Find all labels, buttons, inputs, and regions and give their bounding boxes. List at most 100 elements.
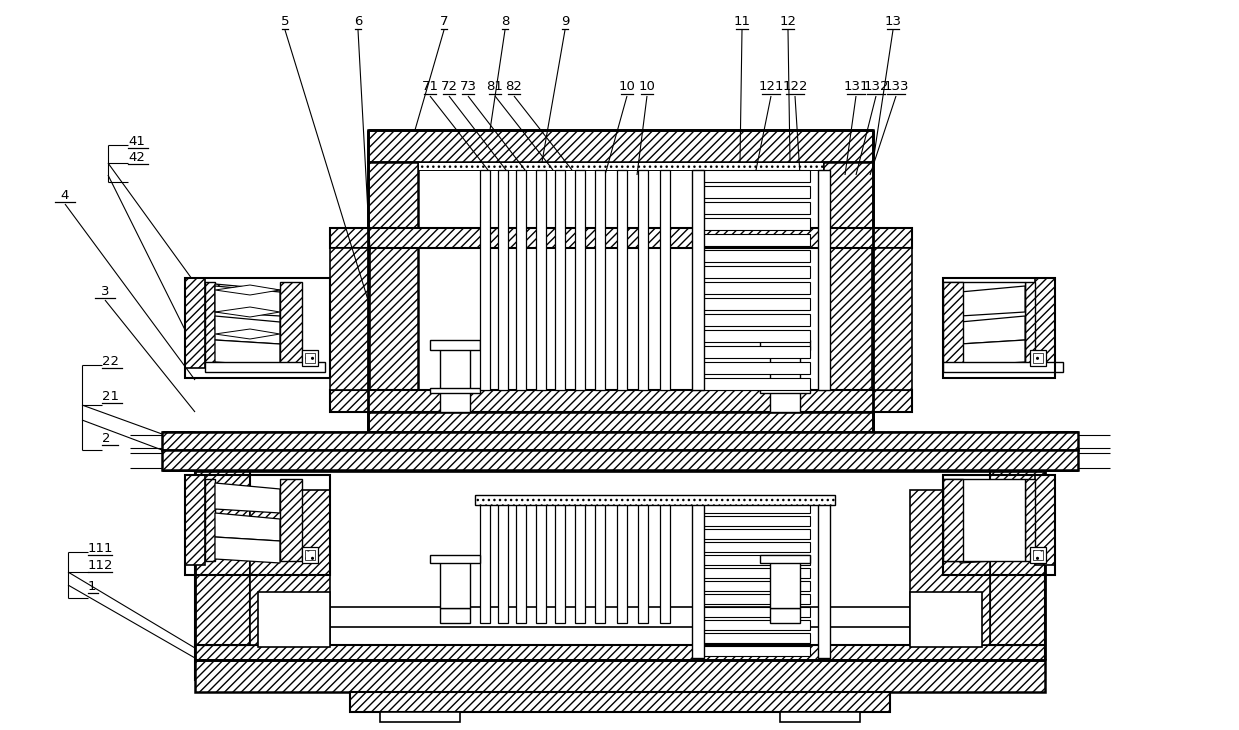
Bar: [555, 170, 565, 390]
Bar: [440, 560, 470, 608]
Bar: [536, 503, 546, 623]
Bar: [943, 479, 963, 561]
Bar: [204, 282, 216, 364]
Text: 112: 112: [88, 559, 114, 572]
Bar: [575, 503, 585, 623]
Bar: [700, 346, 810, 358]
Bar: [660, 170, 670, 390]
Bar: [305, 550, 315, 560]
Bar: [305, 353, 315, 363]
Bar: [818, 170, 830, 390]
Text: 21: 21: [102, 390, 119, 403]
Bar: [380, 712, 460, 722]
Bar: [700, 330, 810, 342]
Bar: [185, 278, 330, 378]
Polygon shape: [216, 340, 280, 366]
Bar: [330, 390, 912, 412]
Bar: [700, 581, 810, 591]
Bar: [162, 432, 1078, 450]
Text: 22: 22: [102, 355, 119, 368]
Text: 10: 10: [618, 80, 636, 93]
Bar: [430, 555, 479, 563]
Text: 6: 6: [354, 15, 362, 28]
Bar: [700, 568, 810, 578]
Bar: [781, 712, 860, 722]
Bar: [1025, 282, 1035, 364]
Text: 11: 11: [733, 15, 751, 28]
Bar: [430, 340, 479, 350]
Bar: [185, 475, 204, 565]
Bar: [700, 314, 810, 326]
Bar: [700, 362, 810, 374]
Polygon shape: [216, 285, 280, 295]
Bar: [185, 278, 204, 368]
Polygon shape: [216, 286, 280, 316]
Bar: [430, 388, 479, 393]
Text: 73: 73: [460, 80, 477, 93]
Bar: [617, 170, 627, 390]
Bar: [700, 218, 810, 230]
Bar: [818, 503, 830, 658]
Polygon shape: [216, 310, 280, 330]
Bar: [617, 503, 627, 623]
Text: 82: 82: [506, 80, 523, 93]
Bar: [700, 594, 810, 604]
Bar: [760, 340, 810, 350]
Polygon shape: [960, 286, 1025, 316]
Bar: [498, 503, 508, 623]
Bar: [990, 470, 1044, 645]
Bar: [280, 479, 302, 561]
Bar: [769, 345, 800, 390]
Polygon shape: [216, 483, 280, 513]
Bar: [700, 298, 810, 310]
Bar: [368, 412, 873, 434]
Bar: [909, 490, 990, 645]
Bar: [638, 170, 648, 390]
Text: 13: 13: [885, 15, 902, 28]
Bar: [700, 250, 810, 262]
Text: 133: 133: [883, 80, 908, 93]
Text: 121: 121: [758, 80, 784, 93]
Bar: [769, 608, 800, 623]
Bar: [250, 490, 330, 645]
Bar: [280, 282, 302, 364]
Polygon shape: [216, 329, 280, 339]
Bar: [195, 462, 1044, 472]
Bar: [368, 162, 418, 432]
Bar: [700, 555, 810, 565]
Bar: [479, 170, 489, 390]
Bar: [302, 350, 318, 366]
Bar: [872, 248, 912, 390]
Bar: [660, 503, 670, 623]
Bar: [475, 495, 835, 505]
Bar: [943, 362, 1063, 372]
Bar: [909, 592, 983, 647]
Bar: [515, 503, 527, 623]
Bar: [440, 608, 470, 623]
Polygon shape: [960, 537, 1025, 563]
Bar: [700, 620, 810, 630]
Text: 71: 71: [421, 80, 439, 93]
Text: 2: 2: [102, 432, 110, 445]
Text: 9: 9: [561, 15, 569, 28]
Bar: [418, 162, 823, 170]
Bar: [1035, 475, 1054, 565]
Bar: [195, 470, 250, 645]
Bar: [195, 645, 1044, 680]
Polygon shape: [216, 537, 280, 563]
Polygon shape: [960, 340, 1025, 366]
Text: 10: 10: [638, 80, 655, 93]
Bar: [515, 170, 527, 390]
Bar: [498, 170, 508, 390]
Bar: [693, 503, 704, 658]
Bar: [943, 282, 963, 364]
Polygon shape: [960, 513, 1025, 541]
Bar: [943, 282, 1025, 364]
Bar: [204, 282, 216, 364]
Bar: [700, 234, 810, 246]
Bar: [330, 248, 370, 390]
Bar: [700, 607, 810, 617]
Text: 4: 4: [61, 189, 69, 202]
Bar: [440, 345, 470, 390]
Text: 1: 1: [88, 580, 97, 593]
